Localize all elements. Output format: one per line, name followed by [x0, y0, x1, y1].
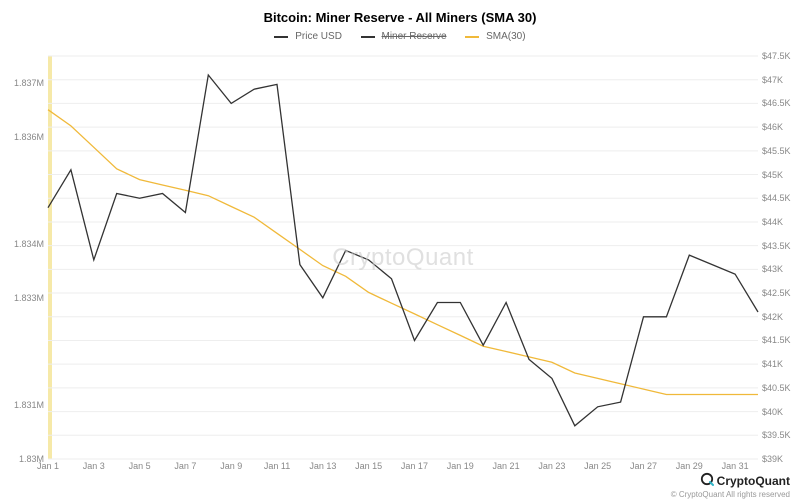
y-axis-right: $39K$39.5K$40K$40.5K$41K$41.5K$42K$42.5K…	[762, 56, 800, 459]
y-axis-left: 1.83M1.831M1.833M1.834M1.836M1.837M	[0, 56, 44, 459]
y-left-tick: 1.833M	[0, 293, 44, 303]
y-right-tick: $45.5K	[762, 146, 800, 156]
footer: CryptoQuant © CryptoQuant All rights res…	[671, 472, 790, 499]
x-tick: Jan 21	[493, 461, 520, 471]
x-tick: Jan 31	[722, 461, 749, 471]
legend-label-sma30: SMA(30)	[486, 31, 525, 42]
x-tick: Jan 5	[129, 461, 151, 471]
x-axis: Jan 1Jan 3Jan 5Jan 7Jan 9Jan 11Jan 13Jan…	[48, 461, 758, 475]
series-price	[48, 75, 758, 426]
x-tick: Jan 13	[309, 461, 336, 471]
footer-copyright: © CryptoQuant All rights reserved	[671, 490, 790, 499]
cryptoquant-logo-icon	[700, 472, 714, 489]
chart-title: Bitcoin: Miner Reserve - All Miners (SMA…	[0, 0, 800, 25]
legend-label-miner-reserve: Miner Reserve	[381, 31, 446, 42]
y-right-tick: $43.5K	[762, 241, 800, 251]
x-tick: Jan 23	[538, 461, 565, 471]
x-tick: Jan 15	[355, 461, 382, 471]
y-right-tick: $39K	[762, 454, 800, 464]
y-right-tick: $46K	[762, 122, 800, 132]
y-right-tick: $41.5K	[762, 335, 800, 345]
y-right-tick: $42.5K	[762, 288, 800, 298]
x-tick: Jan 17	[401, 461, 428, 471]
y-right-tick: $45K	[762, 170, 800, 180]
y-left-tick: 1.836M	[0, 132, 44, 142]
y-right-tick: $47.5K	[762, 51, 800, 61]
legend-item-sma30: SMA(30)	[465, 31, 525, 42]
x-tick: Jan 1	[37, 461, 59, 471]
x-tick: Jan 3	[83, 461, 105, 471]
y-right-tick: $40K	[762, 407, 800, 417]
y-right-tick: $46.5K	[762, 98, 800, 108]
y-left-tick: 1.837M	[0, 78, 44, 88]
y-right-tick: $43K	[762, 264, 800, 274]
x-tick: Jan 9	[220, 461, 242, 471]
y-right-tick: $47K	[762, 75, 800, 85]
footer-brand: CryptoQuant	[671, 472, 790, 489]
legend-swatch-miner-reserve	[361, 36, 375, 38]
x-tick: Jan 11	[264, 461, 290, 471]
y-left-tick: 1.831M	[0, 400, 44, 410]
y-right-tick: $44.5K	[762, 193, 800, 203]
y-right-tick: $40.5K	[762, 383, 800, 393]
legend-label-price: Price USD	[295, 31, 342, 42]
x-tick: Jan 27	[630, 461, 657, 471]
legend-swatch-price	[274, 36, 288, 38]
y-right-tick: $42K	[762, 312, 800, 322]
x-tick: Jan 19	[447, 461, 474, 471]
plot-area: CryptoQuant	[48, 56, 758, 459]
legend-item-miner-reserve: Miner Reserve	[361, 31, 447, 42]
x-tick: Jan 25	[584, 461, 611, 471]
chart-container: Bitcoin: Miner Reserve - All Miners (SMA…	[0, 0, 800, 503]
x-tick: Jan 7	[174, 461, 196, 471]
x-tick: Jan 29	[676, 461, 703, 471]
legend: Price USD Miner Reserve SMA(30)	[0, 25, 800, 46]
series-sma30	[48, 110, 758, 395]
y-left-tick: 1.834M	[0, 239, 44, 249]
footer-brand-text: CryptoQuant	[717, 474, 790, 488]
y-right-tick: $41K	[762, 359, 800, 369]
plot-svg	[48, 56, 758, 459]
legend-item-price: Price USD	[274, 31, 341, 42]
legend-swatch-sma30	[465, 36, 479, 38]
y-right-tick: $44K	[762, 217, 800, 227]
y-right-tick: $39.5K	[762, 430, 800, 440]
